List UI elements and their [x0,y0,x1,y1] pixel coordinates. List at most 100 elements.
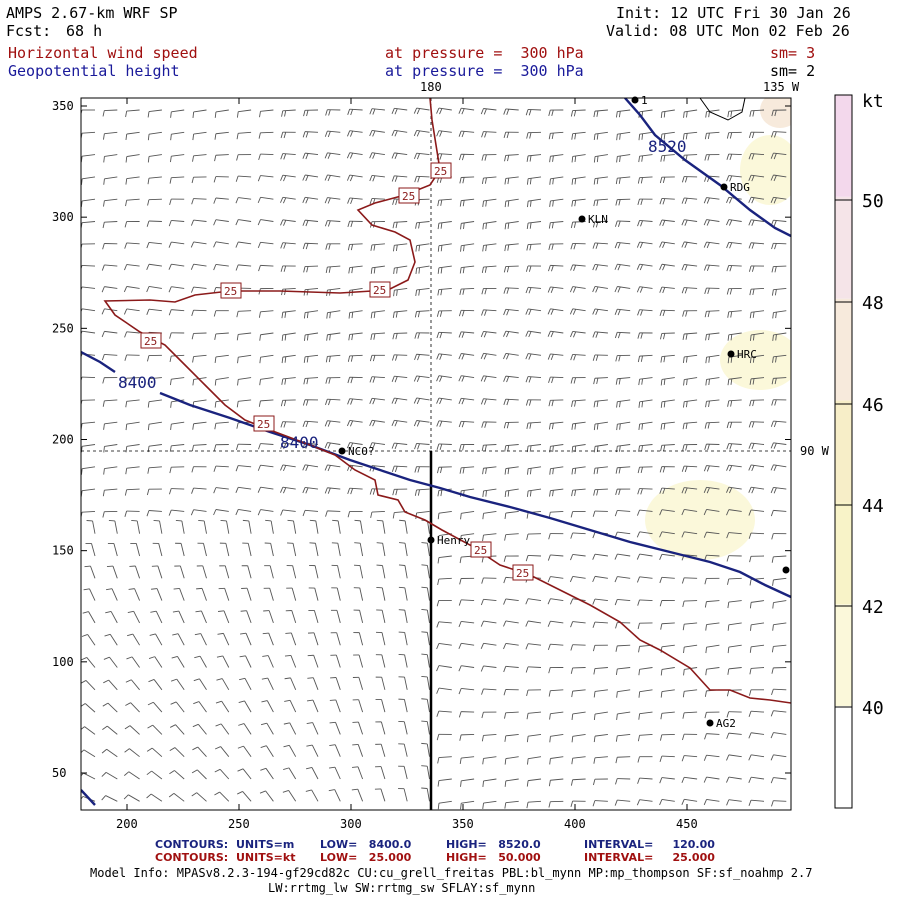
wind-barb [125,466,140,475]
wind-barb [240,610,252,624]
wind-barb [459,198,475,207]
wind-barb [437,510,452,520]
wind-barb [437,800,452,810]
wind-barb [83,588,96,601]
wind-barb [638,131,653,141]
wind-barb [504,466,519,475]
wind-barb [213,310,229,317]
wind-speed-shading [645,98,791,560]
wind-barb [348,265,363,274]
wind-barb [503,352,519,360]
wind-barb [146,747,163,758]
svg-text:NCO?: NCO? [348,445,375,458]
wind-barb [592,308,608,316]
wind-barb [302,174,319,182]
wind-barb [460,221,475,230]
wind-barb [482,488,497,498]
wind-barb [459,577,475,585]
wind-barb [146,510,162,517]
wind-barb [376,564,386,579]
wind-barb [171,655,185,668]
wind-barb [770,196,787,204]
wind-barb [681,465,698,473]
x-tick-label: 200 [116,817,138,831]
wind-barb [437,198,452,207]
wind-barb [282,789,297,802]
wind-barb [280,421,296,428]
wind-barb [638,667,653,676]
wind-barb [303,310,319,319]
wind-barb [636,241,653,249]
wind-barb [637,622,653,630]
wind-barb [593,466,608,475]
wind-barb [391,354,408,361]
wind-barb [170,678,185,691]
wind-barb [592,242,608,249]
wind-barb [235,486,252,494]
wind-barb [258,131,274,139]
wind-barb [481,309,497,316]
wind-barb [659,755,675,762]
wind-barb [481,176,497,185]
wind-barb [750,332,765,341]
wind-barb [592,621,608,628]
wind-barb [614,553,631,560]
wind-barb [481,131,497,138]
wind-barb [302,486,319,494]
wind-barb [525,620,542,627]
field1-smoothing: sm= 3 [770,44,816,62]
wind-barb [703,776,720,783]
wind-barb [727,109,742,118]
wind-barb [151,565,163,579]
wind-barb [330,677,341,690]
wind-barb [193,701,207,713]
wind-barb [324,487,341,494]
wind-barb [548,264,564,272]
wind-barb [259,377,274,386]
wind-barb [393,287,408,297]
wind-barb [398,653,408,668]
wind-barb [569,308,586,315]
speed-label-2: 25 [369,281,391,298]
wind-barb [347,376,363,384]
wind-barb [460,778,475,787]
wind-barb [436,443,452,450]
wind-barb [125,399,140,408]
wind-barb [637,777,653,784]
wind-barb [353,632,364,646]
wind-barb [280,442,296,450]
wind-barb [124,488,140,496]
wind-barb [726,421,742,429]
wind-barb [108,520,118,534]
wind-barb [570,353,586,361]
wind-barb [526,488,542,497]
wind-barb [125,444,140,453]
wind-barb [281,354,296,364]
wind-barb [458,130,475,138]
wind-barb [659,309,675,317]
wind-barb [503,108,519,115]
wind-barb [637,198,653,205]
wind-barb [748,196,765,204]
y-tick-label: 350 [52,99,74,113]
wind-barb [638,711,653,720]
wind-barb [772,600,787,609]
wind-barb [614,331,631,339]
wind-barb [727,644,742,654]
height-label-8400-a: 8400 [118,373,157,392]
wind-barb [124,510,140,517]
wind-barb [526,176,542,185]
wind-barb [660,109,675,118]
wind-barb [659,531,675,538]
wind-barb [571,154,586,163]
wind-barb [421,765,430,780]
speed-label-4: 25 [140,332,162,349]
wind-barb [260,767,274,780]
wind-barb [637,309,653,316]
y-tick-label: 50 [52,766,66,780]
wind-barb [146,242,162,249]
wind-barb [369,152,385,159]
wind-barb [570,532,586,539]
wind-barb [459,444,475,451]
wind-barb [682,421,698,430]
